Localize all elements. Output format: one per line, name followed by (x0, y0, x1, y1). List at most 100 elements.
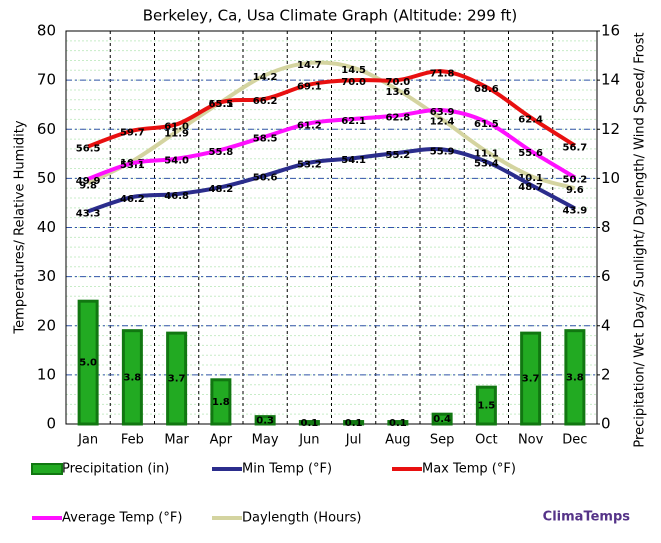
value-label: 53.4 (474, 159, 499, 170)
value-label: 0.1 (389, 418, 407, 429)
value-label: 61.0 (164, 121, 189, 132)
value-label: 61.5 (474, 119, 499, 130)
x-tick-label: May (252, 433, 279, 448)
value-label: 13.1 (209, 99, 234, 110)
value-label: 68.6 (474, 84, 499, 95)
value-label: 69.1 (297, 82, 322, 93)
value-label: 62.1 (341, 116, 366, 127)
y-tick-label: 10 (37, 365, 56, 383)
value-label: 11.9 (164, 129, 189, 140)
value-label: 55.2 (386, 150, 411, 161)
chart-title: Berkeley, Ca, Usa Climate Graph (Altitud… (143, 7, 518, 25)
y-tick-label: 80 (37, 22, 56, 40)
x-tick-label: Mar (164, 433, 189, 448)
value-label: 11.1 (474, 148, 499, 159)
value-label: 14.7 (297, 60, 322, 71)
bar (520, 331, 542, 426)
x-tick-label: Jan (77, 433, 98, 448)
y-tick-label: 0 (46, 415, 56, 433)
value-label: 65.5 (209, 99, 234, 110)
value-label: 53.1 (120, 160, 145, 171)
value-label: 71.8 (430, 68, 455, 79)
value-label: 10.1 (518, 173, 543, 184)
value-label: 9.8 (79, 180, 97, 191)
value-label: 3.7 (522, 374, 540, 385)
legend-swatch (31, 463, 63, 475)
value-label: 0.3 (256, 415, 274, 426)
value-label: 46.8 (164, 191, 189, 202)
value-label: 1.8 (212, 397, 230, 408)
bar (121, 329, 143, 426)
value-label: 3.8 (566, 372, 584, 383)
y2-tick-label: 12 (601, 120, 620, 138)
value-label: 62.4 (518, 114, 543, 125)
value-label: 50.6 (253, 172, 278, 183)
value-label: 56.5 (76, 143, 101, 154)
value-label: 66.2 (253, 96, 278, 107)
value-label: 70.0 (341, 77, 366, 88)
value-label: 14.2 (253, 72, 278, 83)
value-label: 55.8 (209, 147, 234, 158)
bar (166, 331, 188, 426)
value-label: 48.2 (209, 184, 234, 195)
x-tick-label: Apr (210, 433, 233, 448)
value-label: 0.1 (301, 418, 319, 429)
value-label: 0.1 (345, 418, 363, 429)
y2-tick-label: 8 (601, 218, 611, 236)
bar (254, 415, 276, 426)
line (87, 60, 576, 191)
value-label: 55.9 (430, 146, 455, 157)
bar (564, 329, 586, 426)
value-label: 5.0 (79, 358, 97, 369)
value-label: 48.7 (518, 182, 543, 193)
value-label: 3.8 (124, 372, 142, 383)
x-tick-label: Jun (298, 433, 319, 448)
value-label: 13.6 (386, 87, 411, 98)
x-tick-label: Nov (518, 433, 544, 448)
value-label: 12.4 (430, 116, 455, 127)
line (87, 107, 576, 181)
y2-tick-label: 4 (601, 316, 611, 334)
y2-tick-label: 2 (601, 365, 611, 383)
x-tick-label: Dec (562, 433, 587, 448)
bar (431, 412, 453, 426)
value-label: 53.2 (297, 160, 322, 171)
x-tick-label: Feb (121, 433, 144, 448)
value-label: 46.2 (120, 194, 145, 205)
bar (343, 420, 365, 426)
x-tick-label: Aug (385, 433, 410, 448)
y2-tick-label: 14 (601, 71, 620, 89)
bar (387, 420, 409, 426)
value-label: 70.0 (386, 77, 411, 88)
value-label: 55.6 (518, 148, 543, 159)
y2-tick-label: 16 (601, 22, 620, 40)
bar (210, 378, 232, 426)
bar (77, 299, 99, 426)
value-label: 49.9 (76, 176, 101, 187)
y-tick-label: 30 (37, 267, 56, 285)
x-tick-label: Jul (345, 433, 362, 448)
y2-tick-label: 0 (601, 415, 611, 433)
legend-label: Precipitation (in) (62, 462, 169, 477)
value-label: 3.7 (168, 374, 186, 385)
value-label: 63.9 (430, 107, 455, 118)
value-label: 56.7 (563, 142, 588, 153)
value-label: 62.8 (386, 112, 411, 123)
y-tick-label: 70 (37, 71, 56, 89)
y2-tick-label: 10 (601, 169, 620, 187)
value-label: 58.5 (253, 134, 278, 145)
source-label: ClimaTemps (543, 510, 631, 525)
y2-tick-label: 6 (601, 267, 611, 285)
bar (298, 420, 320, 426)
legend-label: Min Temp (°F) (242, 462, 332, 477)
value-label: 43.9 (563, 205, 588, 216)
y2-axis-label: Precipitation/ Wet Days/ Sunlight/ Dayle… (633, 32, 648, 447)
value-label: 43.3 (76, 208, 101, 219)
value-label: 54.0 (164, 156, 189, 167)
legend-label: Average Temp (°F) (62, 511, 182, 526)
legend-label: Daylength (Hours) (242, 511, 361, 526)
value-label: 9.6 (566, 185, 584, 196)
x-tick-label: Sep (430, 433, 455, 448)
y-axis-label: Temperatures/ Relative Humidity (13, 120, 28, 334)
